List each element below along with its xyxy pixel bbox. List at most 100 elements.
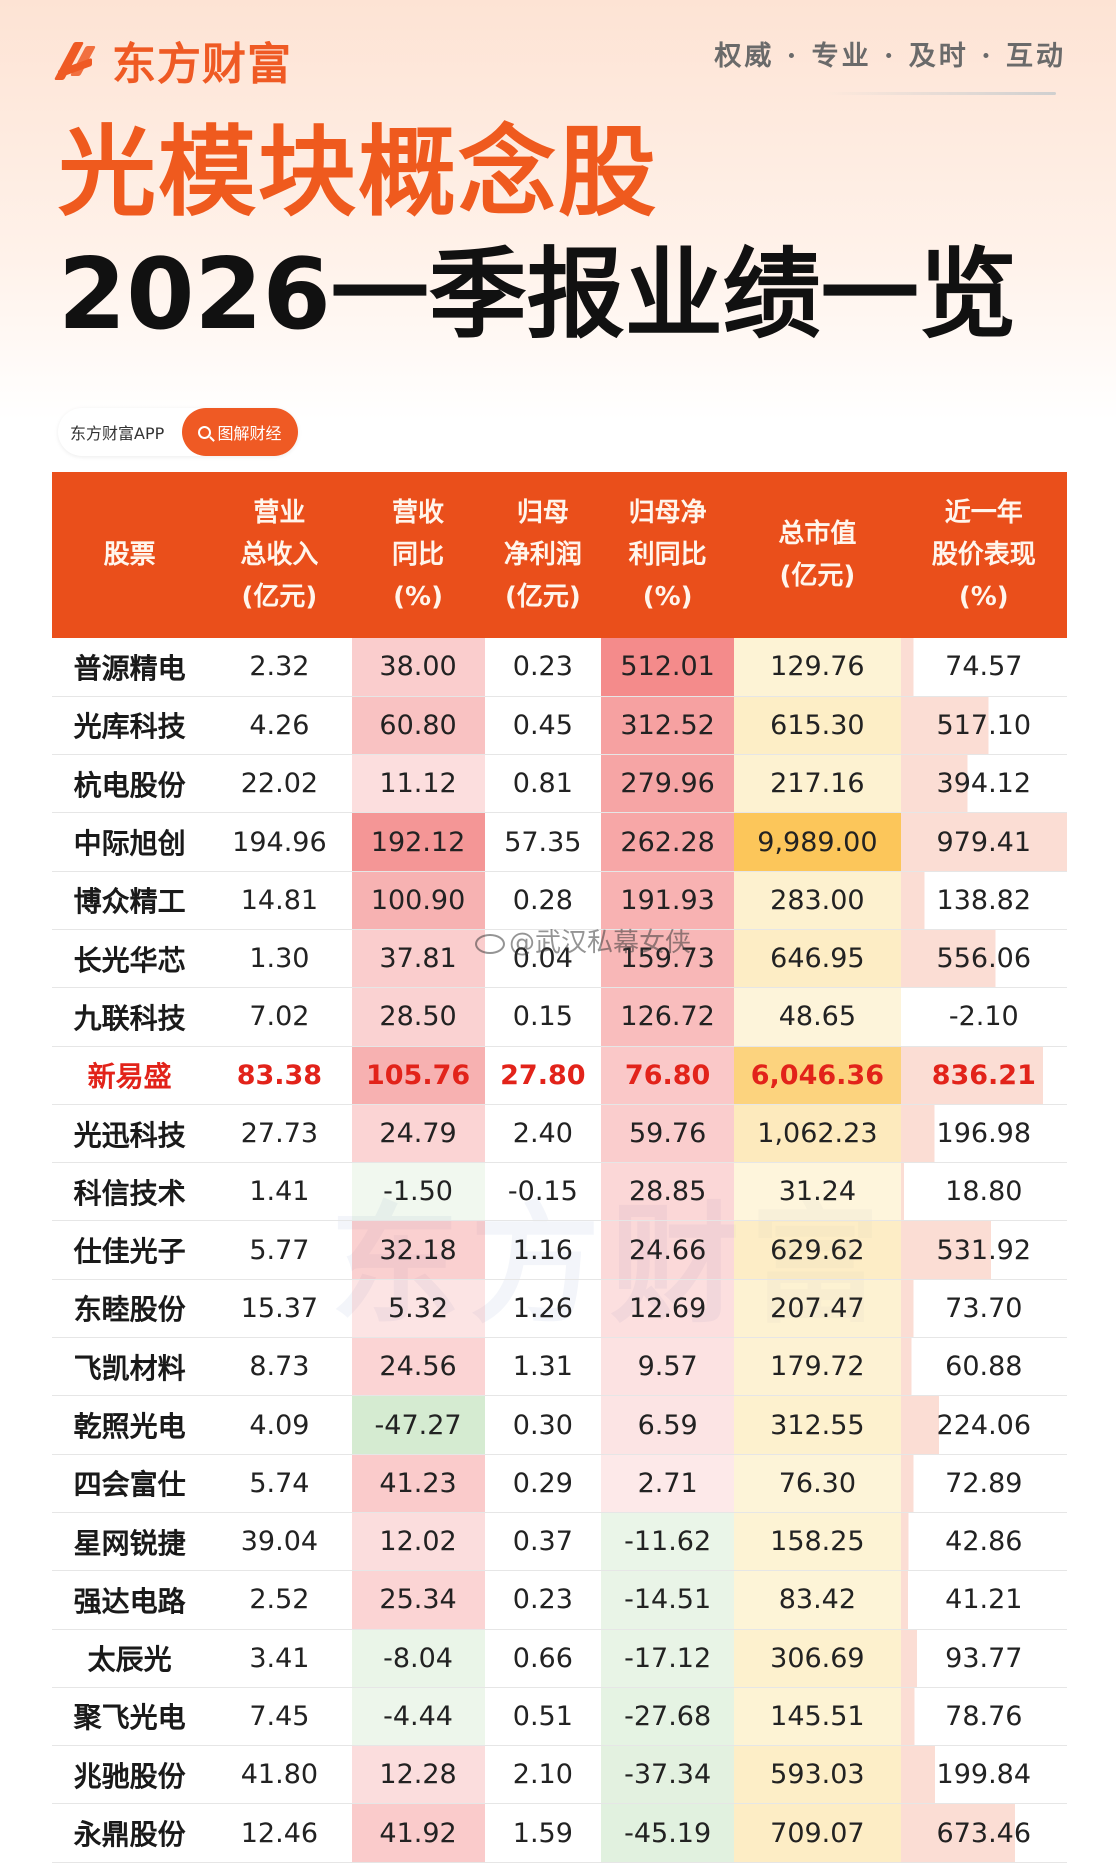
table-cell: 517.10 xyxy=(900,696,1067,756)
table-cell: 76.30 xyxy=(734,1454,901,1513)
table-cell: 145.51 xyxy=(734,1687,901,1747)
column-header-line: 净利润 xyxy=(503,540,582,570)
motto-underline xyxy=(826,92,1056,95)
stock-name-cell: 长光华芯 xyxy=(52,929,208,989)
table-cell: 0.51 xyxy=(484,1687,602,1747)
column-header: 营收 同比 (%) xyxy=(351,472,485,638)
table-cell: 512.01 xyxy=(601,638,735,697)
table-cell: 1.26 xyxy=(484,1279,602,1339)
column-header-line: (亿元) xyxy=(504,582,581,612)
table-cell: 531.92 xyxy=(900,1220,1067,1280)
table-cell: -8.04 xyxy=(351,1629,485,1688)
table-cell: 1.31 xyxy=(484,1337,602,1397)
table-cell: 5.32 xyxy=(351,1279,485,1339)
table-cell: 283.00 xyxy=(734,871,901,930)
table-cell: 192.12 xyxy=(351,812,485,872)
table-cell: 126.72 xyxy=(601,987,735,1047)
table-row: 新易盛 83.38 105.76 27.80 76.80 6,046.36 836.21 xyxy=(52,1046,1067,1105)
brand-name: 东方财富 xyxy=(112,39,292,90)
table-cell: 159.73 xyxy=(601,929,735,989)
table-cell: 615.30 xyxy=(734,696,901,756)
stock-name-cell: 杭电股份 xyxy=(52,754,208,814)
table-cell: 0.37 xyxy=(484,1512,602,1572)
table-cell: 217.16 xyxy=(734,754,901,814)
table-cell: 7.02 xyxy=(207,987,352,1047)
table-cell: 1.16 xyxy=(484,1220,602,1280)
column-header-line: (%) xyxy=(958,582,1009,612)
table-cell: 60.88 xyxy=(900,1337,1067,1397)
table-cell: 32.18 xyxy=(351,1220,485,1280)
stock-name-cell: 太辰光 xyxy=(52,1629,208,1688)
table-cell: -1.50 xyxy=(351,1162,485,1222)
table-cell: 27.73 xyxy=(207,1104,352,1164)
table-cell: 83.42 xyxy=(734,1570,901,1630)
table-cell: 6,046.36 xyxy=(734,1046,901,1105)
table-cell: 646.95 xyxy=(734,929,901,989)
table-cell: 0.29 xyxy=(484,1454,602,1513)
table-cell: -0.15 xyxy=(484,1162,602,1222)
table-cell: 5.77 xyxy=(207,1220,352,1280)
table-cell: 59.76 xyxy=(601,1104,735,1164)
earnings-table: 股票 营业 总收入 (亿元) 营收 同比 (%) 归母 净利润 (亿元) 归母净 利同比 (%) 总市值 (… xyxy=(52,472,1067,1863)
table-row: 九联科技 7.02 28.50 0.15 126.72 48.65 -2.10 xyxy=(52,987,1067,1047)
table-cell: 2.40 xyxy=(484,1104,602,1164)
table-cell: 14.81 xyxy=(207,871,352,930)
table-body: 普源精电 2.32 38.00 0.23 512.01 129.76 74.57 光库科技 4.… xyxy=(52,638,1067,1863)
table-cell: 6.59 xyxy=(601,1395,735,1455)
table-cell: 2.32 xyxy=(207,638,352,697)
column-header-line: (亿元) xyxy=(241,582,318,612)
table-cell: -14.51 xyxy=(601,1570,735,1630)
table-cell: 1.59 xyxy=(484,1803,602,1863)
table-cell: 22.02 xyxy=(207,754,352,814)
stock-name-cell: 光库科技 xyxy=(52,696,208,756)
source-app-label: 东方财富APP xyxy=(70,424,165,443)
table-cell: 7.45 xyxy=(207,1687,352,1747)
stock-name-cell: 普源精电 xyxy=(52,638,208,697)
table-cell: -4.44 xyxy=(351,1687,485,1747)
table-cell: -47.27 xyxy=(351,1395,485,1455)
column-header-line: 营业 xyxy=(253,498,306,528)
table-cell: 8.73 xyxy=(207,1337,352,1397)
table-cell: 4.26 xyxy=(207,696,352,756)
column-header-line: 营收 xyxy=(392,498,445,528)
table-cell: 593.03 xyxy=(734,1745,901,1805)
table-cell: 709.07 xyxy=(734,1803,901,1863)
table-cell: 38.00 xyxy=(351,638,485,697)
table-row: 中际旭创 194.96 192.12 57.35 262.28 9,989.00 979.4… xyxy=(52,812,1067,872)
table-cell: 72.89 xyxy=(900,1454,1067,1513)
table-cell: 0.45 xyxy=(484,696,602,756)
table-cell: 28.50 xyxy=(351,987,485,1047)
table-cell: 312.55 xyxy=(734,1395,901,1455)
stock-name-cell: 强达电路 xyxy=(52,1570,208,1630)
stock-name-cell: 乾照光电 xyxy=(52,1395,208,1455)
stock-name-cell: 九联科技 xyxy=(52,987,208,1047)
watermark-text: @武汉私幕女侠 xyxy=(509,928,692,958)
table-cell: 394.12 xyxy=(900,754,1067,814)
table-cell: 4.09 xyxy=(207,1395,352,1455)
stock-name-cell: 中际旭创 xyxy=(52,812,208,872)
table-cell: 207.47 xyxy=(734,1279,901,1339)
table-cell: 2.10 xyxy=(484,1745,602,1805)
brand-logo: 东方财富 xyxy=(53,30,292,90)
stock-name-cell: 飞凯材料 xyxy=(52,1337,208,1397)
table-cell: 15.37 xyxy=(207,1279,352,1339)
brand-motto: 权威 · 专业 · 及时 · 互动 xyxy=(714,41,1066,72)
table-cell: 2.71 xyxy=(601,1454,735,1513)
table-cell: 73.70 xyxy=(900,1279,1067,1339)
column-header-line: (%) xyxy=(393,582,443,612)
table-cell: 224.06 xyxy=(900,1395,1067,1455)
table-row: 博众精工 14.81 100.90 0.28 191.93 283.00 138.82 xyxy=(52,871,1067,930)
table-cell: 37.81 xyxy=(351,929,485,989)
column-header-line: 利同比 xyxy=(628,540,707,570)
section-tag-label: 图解财经 xyxy=(217,424,282,443)
table-cell: 18.80 xyxy=(900,1162,1067,1222)
table-row: 光库科技 4.26 60.80 0.45 312.52 615.30 517.10 xyxy=(52,696,1067,756)
page-title: 光模块概念股 xyxy=(58,116,659,230)
table-cell: 312.52 xyxy=(601,696,735,756)
table-cell: -45.19 xyxy=(601,1803,735,1863)
table-cell: 194.96 xyxy=(207,812,352,872)
table-row: 光迅科技 27.73 24.79 2.40 59.76 1,062.23 196.98 xyxy=(52,1104,1067,1164)
weibo-icon xyxy=(475,933,505,954)
source-badge: 东方财富APP 图解财经 xyxy=(58,408,298,456)
